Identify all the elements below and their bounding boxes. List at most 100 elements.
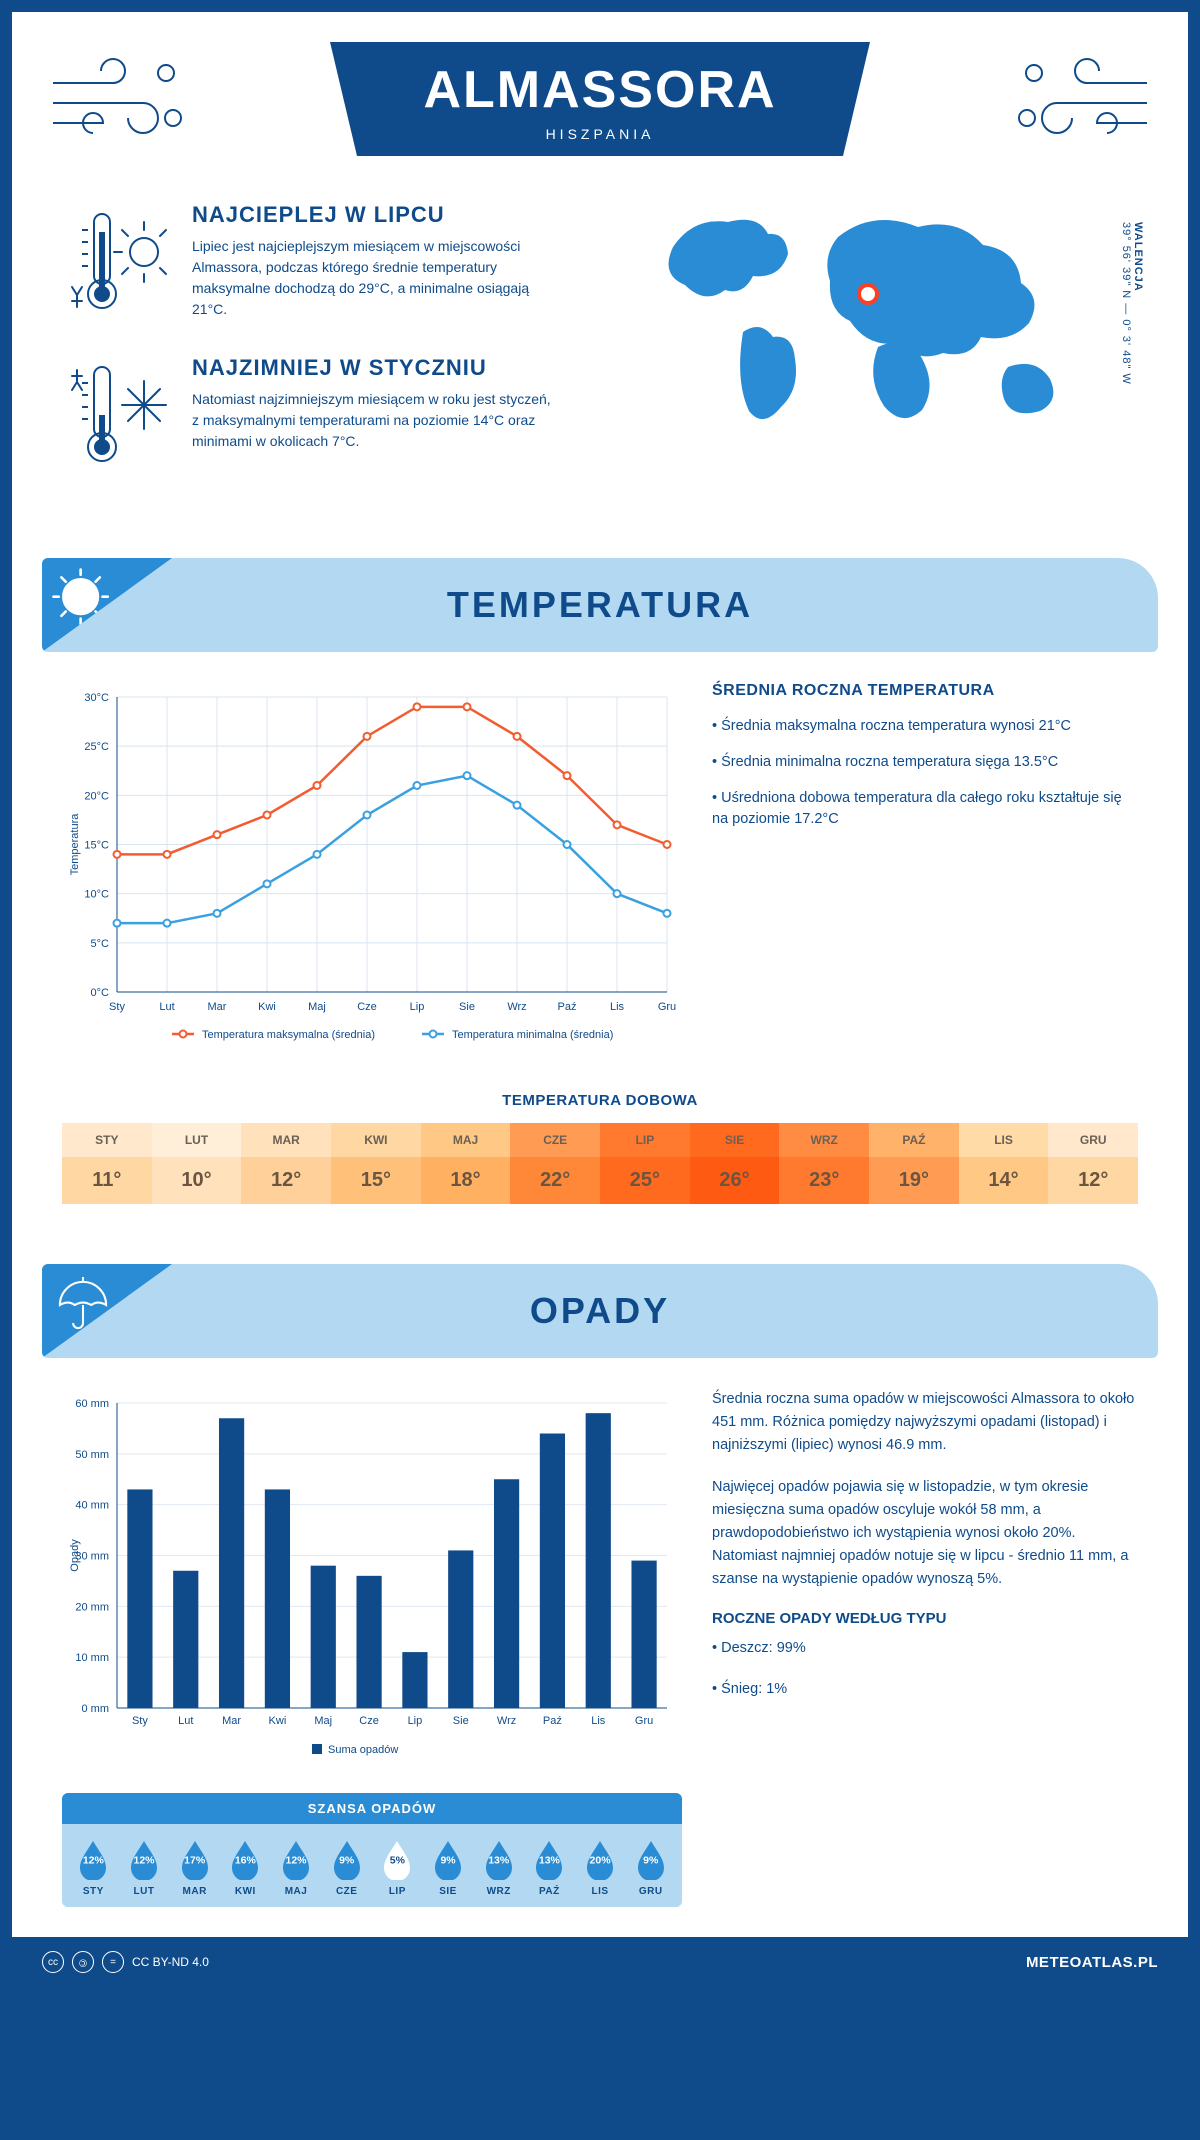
footer-site: METEOATLAS.PL <box>1026 1954 1158 1971</box>
svg-text:Opady: Opady <box>69 1539 81 1572</box>
daily-cell: MAR12° <box>241 1123 331 1204</box>
daily-cell: PAŹ19° <box>869 1123 959 1204</box>
svg-text:Mar: Mar <box>208 1001 227 1013</box>
chance-cell: 16% KWI <box>220 1838 271 1897</box>
daily-month: STY <box>62 1123 152 1157</box>
svg-text:20 mm: 20 mm <box>75 1601 109 1613</box>
rain-type-bullet: • Śnieg: 1% <box>712 1678 1138 1701</box>
svg-text:Maj: Maj <box>308 1001 326 1013</box>
svg-text:60 mm: 60 mm <box>75 1398 109 1410</box>
precipitation-bar-chart: 0 mm10 mm20 mm30 mm40 mm50 mm60 mmStyLut… <box>62 1388 682 1768</box>
thermometer-cold-icon <box>62 355 172 480</box>
thermometer-hot-icon <box>62 202 172 327</box>
svg-text:Temperatura: Temperatura <box>69 813 81 876</box>
daily-cell: CZE22° <box>510 1123 600 1204</box>
title-banner: ALMASSORA HISZPANIA <box>330 42 870 156</box>
daily-month: LUT <box>152 1123 242 1157</box>
svg-text:Cze: Cze <box>357 1001 377 1013</box>
daily-value: 18° <box>421 1157 511 1204</box>
svg-text:Paź: Paź <box>558 1001 577 1013</box>
chance-value: 20% <box>590 1854 611 1866</box>
daily-cell: STY11° <box>62 1123 152 1204</box>
temp-info-heading: ŚREDNIA ROCZNA TEMPERATURA <box>712 682 1138 700</box>
chance-cell: 13% WRZ <box>473 1838 524 1897</box>
rain-text-2: Najwięcej opadów pojawia się w listopadz… <box>712 1476 1138 1592</box>
svg-text:Sty: Sty <box>132 1715 148 1727</box>
svg-text:0°C: 0°C <box>91 987 110 999</box>
daily-value: 12° <box>241 1157 331 1204</box>
temperature-info: ŚREDNIA ROCZNA TEMPERATURA • Średnia mak… <box>712 682 1138 1062</box>
svg-text:50 mm: 50 mm <box>75 1449 109 1461</box>
precipitation-left: 0 mm10 mm20 mm30 mm40 mm50 mm60 mmStyLut… <box>62 1388 682 1907</box>
svg-text:Lip: Lip <box>410 1001 425 1013</box>
intro-text-column: NAJCIEPLEJ W LIPCU Lipiec jest najcieple… <box>62 202 608 508</box>
chance-value: 9% <box>440 1854 455 1866</box>
chance-value: 5% <box>390 1854 405 1866</box>
coldest-block: NAJZIMNIEJ W STYCZNIU Natomiast najzimni… <box>62 355 608 480</box>
svg-text:20°C: 20°C <box>84 790 109 802</box>
svg-text:Suma opadów: Suma opadów <box>328 1744 398 1756</box>
by-icon: 🄯 <box>72 1951 94 1973</box>
intro-section: NAJCIEPLEJ W LIPCU Lipiec jest najcieple… <box>12 192 1188 538</box>
daily-month: KWI <box>331 1123 421 1157</box>
svg-text:Maj: Maj <box>314 1715 332 1727</box>
rain-chance-box: SZANSA OPADÓW 12% STY 12% LUT 17% MAR 16… <box>62 1793 682 1907</box>
cc-icon: cc <box>42 1951 64 1973</box>
footer-license: cc 🄯 = CC BY-ND 4.0 <box>42 1951 209 1973</box>
chance-cell: 9% GRU <box>625 1838 676 1897</box>
svg-text:10°C: 10°C <box>84 889 109 901</box>
chance-cell: 17% MAR <box>169 1838 220 1897</box>
chance-value: 12% <box>133 1854 154 1866</box>
svg-text:30°C: 30°C <box>84 692 109 704</box>
daily-cell: GRU12° <box>1048 1123 1138 1204</box>
svg-text:Lis: Lis <box>591 1715 606 1727</box>
chance-cell: 13% PAŹ <box>524 1838 575 1897</box>
world-map-block: WALENCJA 39° 56' 39" N — 0° 3' 48" W <box>638 202 1138 508</box>
rain-drop-icon: 12% <box>76 1838 110 1880</box>
svg-text:Paź: Paź <box>543 1715 562 1727</box>
world-map-icon <box>638 202 1108 452</box>
chance-cell: 20% LIS <box>575 1838 626 1897</box>
svg-text:Kwi: Kwi <box>269 1715 287 1727</box>
chance-month: WRZ <box>473 1886 524 1897</box>
daily-month: LIP <box>600 1123 690 1157</box>
daily-cell: LIS14° <box>959 1123 1049 1204</box>
city-title: ALMASSORA <box>330 60 870 120</box>
temp-bullet: • Uśredniona dobowa temperatura dla całe… <box>712 788 1138 832</box>
chance-month: MAJ <box>271 1886 322 1897</box>
sun-icon <box>42 558 172 652</box>
daily-value: 26° <box>690 1157 780 1204</box>
chance-month: LIP <box>372 1886 423 1897</box>
temperature-banner: TEMPERATURA <box>42 558 1158 652</box>
svg-text:15°C: 15°C <box>84 840 109 852</box>
svg-text:Sie: Sie <box>453 1715 469 1727</box>
rain-drop-icon: 13% <box>482 1838 516 1880</box>
chance-value: 17% <box>184 1854 205 1866</box>
chance-month: MAR <box>169 1886 220 1897</box>
svg-text:Temperatura minimalna (średnia: Temperatura minimalna (średnia) <box>452 1029 613 1041</box>
svg-text:Gru: Gru <box>658 1001 676 1013</box>
daily-value: 12° <box>1048 1157 1138 1204</box>
precipitation-section: 0 mm10 mm20 mm30 mm40 mm50 mm60 mmStyLut… <box>12 1388 1188 1937</box>
chance-cell: 9% SIE <box>423 1838 474 1897</box>
chance-month: GRU <box>625 1886 676 1897</box>
coordinates: WALENCJA 39° 56' 39" N — 0° 3' 48" W <box>1120 222 1144 385</box>
svg-text:Mar: Mar <box>222 1715 241 1727</box>
daily-value: 10° <box>152 1157 242 1204</box>
rain-drop-icon: 17% <box>178 1838 212 1880</box>
chance-cell: 5% LIP <box>372 1838 423 1897</box>
rain-drop-icon: 9% <box>431 1838 465 1880</box>
daily-cell: LIP25° <box>600 1123 690 1204</box>
daily-value: 15° <box>331 1157 421 1204</box>
svg-text:25°C: 25°C <box>84 741 109 753</box>
daily-month: MAR <box>241 1123 331 1157</box>
wind-icon-right <box>1012 48 1152 148</box>
daily-value: 11° <box>62 1157 152 1204</box>
daily-month: WRZ <box>779 1123 869 1157</box>
chance-month: KWI <box>220 1886 271 1897</box>
coldest-desc: Natomiast najzimniejszym miesiącem w rok… <box>192 389 552 452</box>
rain-type-bullet: • Deszcz: 99% <box>712 1637 1138 1660</box>
daily-month: GRU <box>1048 1123 1138 1157</box>
daily-cell: KWI15° <box>331 1123 421 1204</box>
chance-value: 12% <box>286 1854 307 1866</box>
